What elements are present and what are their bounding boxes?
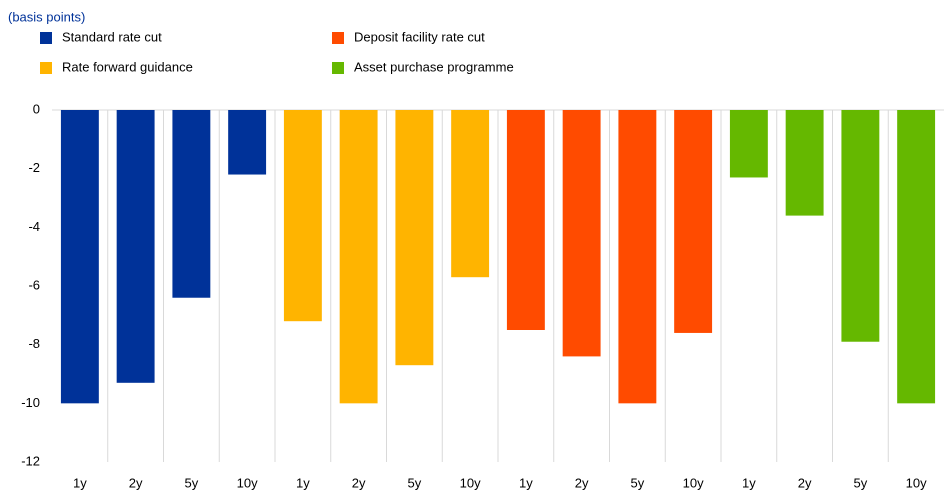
bar — [618, 110, 657, 404]
x-tick-label: 5y — [408, 475, 422, 490]
x-tick-label: 1y — [742, 475, 756, 490]
bar — [116, 110, 155, 383]
legend-swatch — [332, 62, 344, 74]
bar — [897, 110, 936, 404]
chart-subtitle: (basis points) — [8, 9, 85, 24]
bar — [172, 110, 211, 298]
bar — [228, 110, 267, 175]
x-tick-label: 1y — [296, 475, 310, 490]
y-tick-label: -12 — [21, 453, 40, 468]
x-tick-label: 2y — [575, 475, 589, 490]
x-tick-label: 5y — [631, 475, 645, 490]
bar — [729, 110, 768, 178]
bar — [451, 110, 490, 278]
legend-label: Deposit facility rate cut — [354, 29, 485, 44]
x-tick-label: 2y — [798, 475, 812, 490]
bar — [841, 110, 880, 342]
x-tick-label: 2y — [129, 475, 143, 490]
x-tick-label: 2y — [352, 475, 366, 490]
x-tick-label: 1y — [73, 475, 87, 490]
legend-swatch — [40, 62, 52, 74]
bar — [395, 110, 434, 366]
bar — [60, 110, 99, 404]
bar — [562, 110, 601, 357]
legend-swatch — [332, 32, 344, 44]
y-tick-label: -6 — [28, 277, 40, 292]
x-tick-label: 5y — [185, 475, 199, 490]
legend-label: Rate forward guidance — [62, 59, 193, 74]
legend-label: Standard rate cut — [62, 29, 162, 44]
x-tick-label: 10y — [906, 475, 927, 490]
bar — [283, 110, 322, 322]
y-tick-label: -8 — [28, 336, 40, 351]
bar — [506, 110, 545, 330]
x-tick-label: 1y — [519, 475, 533, 490]
y-tick-label: -4 — [28, 219, 40, 234]
x-tick-label: 10y — [237, 475, 258, 490]
x-tick-label: 10y — [460, 475, 481, 490]
bar — [674, 110, 713, 333]
bar — [785, 110, 824, 216]
x-tick-label: 5y — [854, 475, 868, 490]
legend-label: Asset purchase programme — [354, 59, 514, 74]
x-tick-label: 10y — [683, 475, 704, 490]
y-tick-label: -10 — [21, 395, 40, 410]
y-tick-label: -2 — [28, 160, 40, 175]
legend-swatch — [40, 32, 52, 44]
bar — [339, 110, 378, 404]
y-tick-label: 0 — [33, 101, 40, 116]
